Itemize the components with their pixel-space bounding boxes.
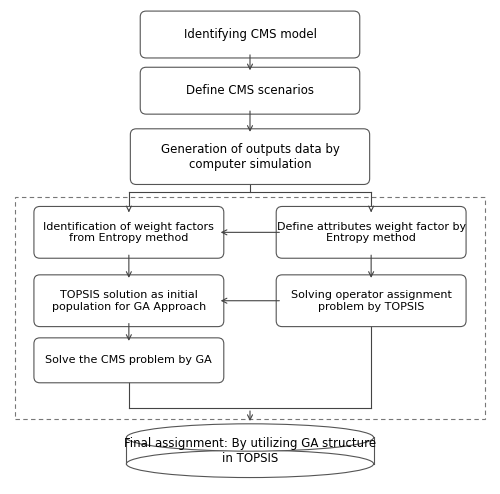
Text: Solve the CMS problem by GA: Solve the CMS problem by GA [46, 355, 212, 366]
Text: Solving operator assignment
problem by TOPSIS: Solving operator assignment problem by T… [290, 290, 452, 312]
Text: TOPSIS solution as initial
population for GA Approach: TOPSIS solution as initial population fo… [52, 290, 206, 312]
FancyBboxPatch shape [276, 275, 466, 327]
Ellipse shape [126, 424, 374, 451]
FancyBboxPatch shape [34, 338, 224, 383]
Ellipse shape [126, 450, 374, 478]
FancyBboxPatch shape [130, 129, 370, 184]
Text: Identification of weight factors
from Entropy method: Identification of weight factors from En… [44, 221, 214, 243]
Text: Define CMS scenarios: Define CMS scenarios [186, 84, 314, 97]
FancyBboxPatch shape [140, 11, 360, 58]
Text: Final assignment: By utilizing GA structure
in TOPSIS: Final assignment: By utilizing GA struct… [124, 437, 376, 465]
Text: Identifying CMS model: Identifying CMS model [184, 28, 316, 41]
FancyBboxPatch shape [126, 438, 374, 464]
Text: Define attributes weight factor by
Entropy method: Define attributes weight factor by Entro… [276, 221, 466, 243]
FancyBboxPatch shape [140, 67, 360, 114]
FancyBboxPatch shape [34, 206, 224, 258]
FancyBboxPatch shape [34, 275, 224, 327]
Text: Generation of outputs data by
computer simulation: Generation of outputs data by computer s… [160, 143, 340, 170]
FancyBboxPatch shape [276, 206, 466, 258]
